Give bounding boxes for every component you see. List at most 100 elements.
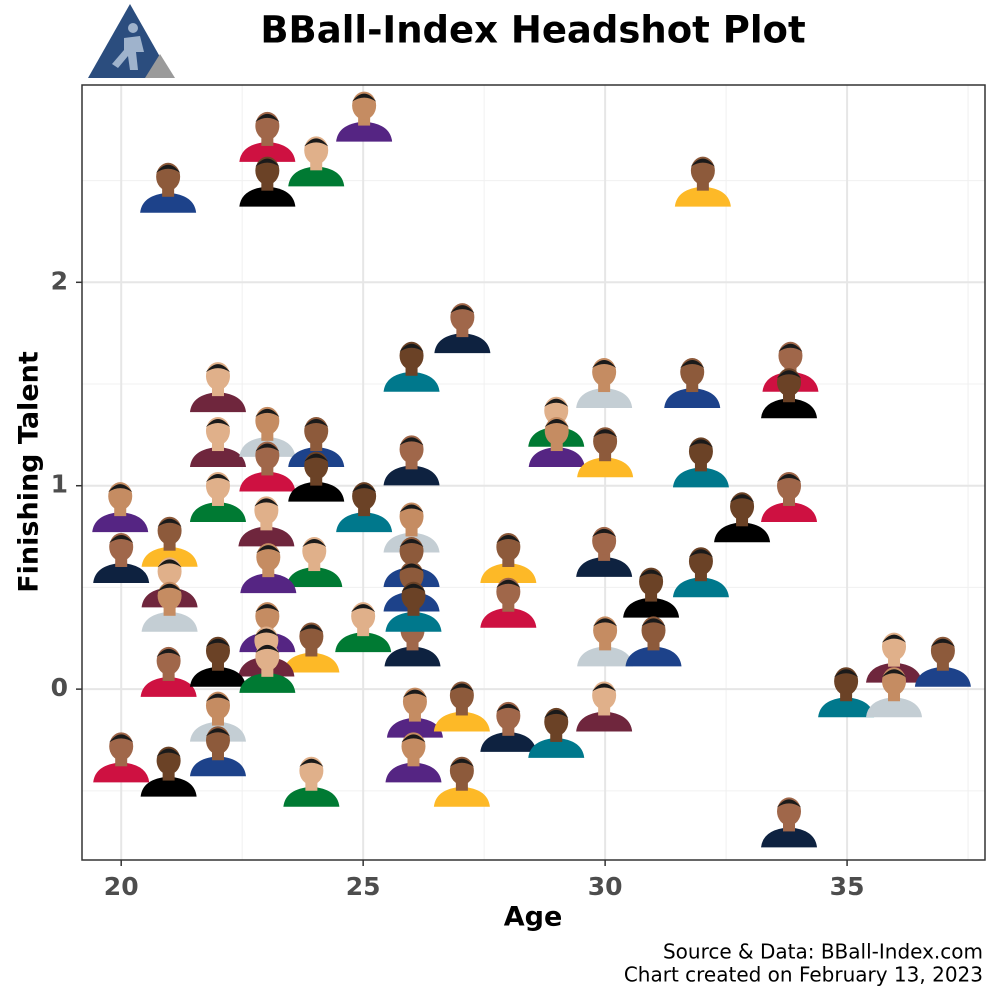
hair — [255, 408, 280, 417]
headshot-point — [288, 451, 345, 502]
headshot-point — [528, 417, 585, 468]
hair — [450, 305, 475, 314]
hair — [302, 539, 327, 548]
headshot-point — [335, 602, 392, 653]
jersey — [714, 522, 771, 543]
neck — [211, 750, 224, 761]
jersey — [140, 776, 197, 797]
headshot-point — [480, 701, 537, 752]
headshot-point — [189, 417, 246, 468]
neck — [455, 705, 468, 716]
hair — [402, 689, 427, 698]
headshot-point — [577, 427, 634, 478]
neck — [888, 656, 901, 667]
hair — [156, 648, 181, 657]
neck — [502, 725, 515, 736]
headshot-point — [383, 502, 440, 553]
headshot-point — [240, 543, 297, 594]
headshot-point — [714, 492, 771, 543]
hair — [108, 484, 133, 493]
headshot-point — [239, 156, 296, 207]
hair — [205, 638, 230, 647]
jersey — [141, 611, 198, 632]
hair — [156, 748, 181, 757]
neck — [405, 365, 418, 376]
y-tick-label: 2 — [51, 266, 68, 295]
headshot-point — [674, 156, 731, 207]
jersey — [433, 711, 490, 732]
neck — [599, 640, 612, 651]
headshot-point — [664, 358, 721, 409]
jersey — [576, 556, 633, 577]
hair — [255, 604, 280, 613]
hair — [205, 728, 230, 737]
hair — [592, 360, 617, 369]
jersey — [818, 697, 875, 718]
neck — [262, 567, 275, 578]
headshot-point — [385, 732, 442, 783]
hair — [255, 158, 280, 167]
hair — [399, 343, 424, 352]
hair — [401, 583, 426, 592]
headshot-point — [761, 797, 818, 848]
headshot-point — [288, 136, 345, 187]
jersey — [672, 577, 729, 598]
headshot-point — [625, 616, 682, 667]
hair — [254, 498, 279, 507]
jersey — [623, 597, 680, 618]
neck — [598, 550, 611, 561]
jersey — [672, 467, 729, 488]
neck — [211, 386, 224, 397]
neck — [550, 731, 563, 742]
jersey — [141, 546, 198, 567]
hair — [639, 569, 664, 578]
jersey — [674, 186, 731, 207]
hair — [299, 758, 324, 767]
neck — [502, 556, 515, 567]
hair — [255, 113, 280, 122]
jersey — [93, 762, 150, 783]
neck — [455, 780, 468, 791]
neck — [783, 392, 796, 403]
jersey — [866, 697, 923, 718]
headshot-point — [383, 435, 440, 486]
neck — [211, 441, 224, 452]
neck — [261, 430, 274, 441]
headshot-point — [92, 482, 149, 533]
headshot-point — [480, 577, 537, 628]
neck — [163, 540, 176, 551]
hair — [157, 583, 182, 592]
headshot-point — [238, 496, 295, 547]
headshot-point — [141, 581, 198, 632]
neck — [686, 382, 699, 393]
jersey — [240, 573, 297, 594]
headshot-point — [283, 756, 340, 807]
neck — [736, 516, 749, 527]
hair — [205, 364, 230, 373]
jersey — [761, 501, 818, 522]
caption: Chart created on February 13, 2023 — [624, 963, 983, 987]
jersey — [239, 471, 296, 492]
headshot-point — [577, 616, 634, 667]
neck — [305, 646, 318, 657]
headshot-point — [189, 362, 246, 413]
hair — [496, 534, 521, 543]
hair — [688, 439, 713, 448]
neck — [162, 670, 175, 681]
jersey — [189, 756, 246, 777]
neck — [405, 459, 418, 470]
neck — [310, 475, 323, 486]
headshot-point — [761, 471, 818, 522]
x-tick-label: 35 — [830, 872, 865, 901]
jersey — [385, 611, 442, 632]
logo — [88, 4, 175, 78]
neck — [502, 601, 515, 612]
jersey — [383, 465, 440, 486]
hair — [592, 528, 617, 537]
plot-border — [81, 84, 986, 861]
jersey — [336, 512, 393, 533]
hair — [592, 683, 617, 692]
headshot-point — [433, 681, 490, 732]
hair — [449, 683, 474, 692]
hair — [304, 138, 329, 147]
